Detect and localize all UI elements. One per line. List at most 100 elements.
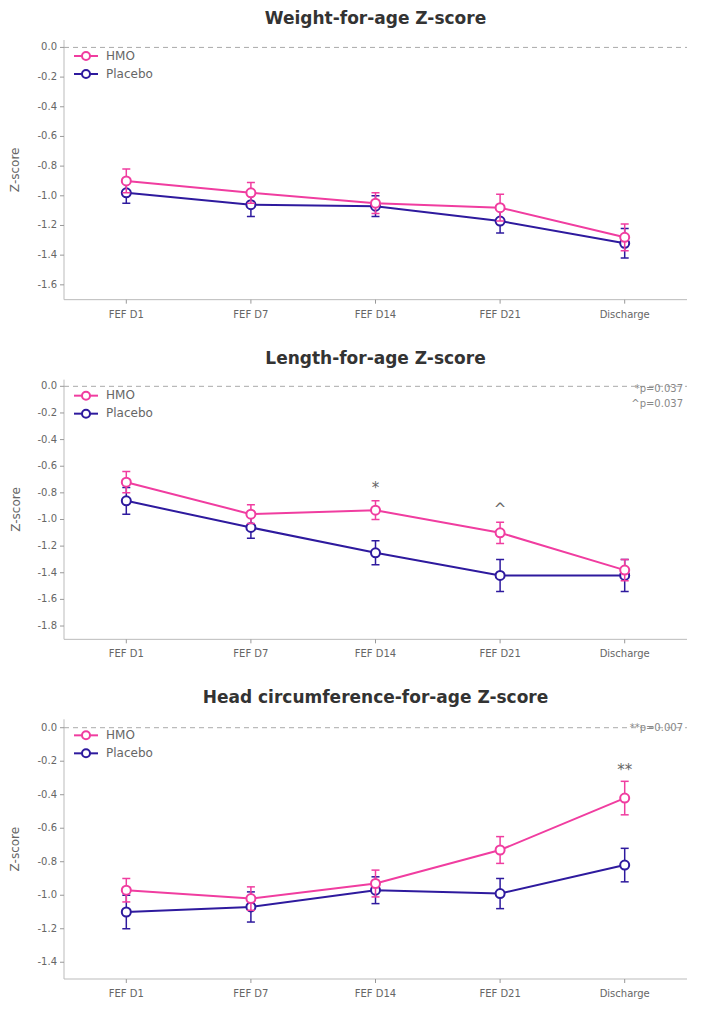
point [496,571,505,580]
y-tick-label: -0.4 [37,789,57,800]
error-bar-cap [621,223,629,225]
error-bar-cap [247,523,255,525]
point [620,861,629,870]
x-tick [375,979,376,983]
error-bar [247,887,255,910]
y-tick-label: -0.8 [37,160,57,171]
error-bar-cap [621,881,629,883]
reference-line [64,47,687,48]
x-tick-label: FEF D14 [355,988,396,999]
error-bar-cap [247,886,255,888]
error-bar [122,472,130,493]
error-bar-cap [496,863,504,865]
x-tick-label: FEF D21 [479,988,520,999]
point [371,506,380,515]
error-bar-cap [496,908,504,910]
y-tick-label: -1.8 [37,620,57,631]
legend: HMOPlacebo [74,728,153,760]
error-bar-cap [621,814,629,816]
x-tick-label: Discharge [600,309,650,320]
point [496,889,505,898]
series-line [126,193,624,243]
error-bar-cap [372,213,380,215]
y-tick [60,439,64,440]
y-tick-label: -0.6 [37,460,57,471]
x-tick [500,300,501,304]
y-axis-label: Z-score [9,827,23,872]
error-bar-cap [621,250,629,252]
x-tick [375,300,376,304]
error-bar-cap [496,591,504,593]
error-bar-cap [372,216,380,218]
error-bar [372,193,380,214]
error-bar [372,541,380,565]
error-bar [496,194,504,221]
error-bar [621,559,629,580]
y-tick [60,962,64,963]
x-tick-label: FEF D14 [355,309,396,320]
y-axis-line [64,40,65,300]
error-bar-cap [496,220,504,222]
legend: HMO Placebo [74,388,153,420]
point [496,846,505,855]
y-tick [60,794,64,795]
series [122,848,629,928]
legend-label: Placebo [106,67,153,81]
error-bar-cap [496,194,504,196]
error-bar-cap [621,559,629,561]
x-tick [126,979,127,983]
title: Head circumference-for-age Z-score [203,687,549,707]
y-tick-label: -0.8 [37,856,57,867]
y-tick-label: -1.6 [37,593,57,604]
point [122,176,131,185]
y-tick-label: -1.0 [37,513,57,524]
error-bar-cap [496,521,504,523]
point [620,233,629,242]
error-bar [621,781,629,815]
error-bar [496,837,504,864]
error-bar-cap [496,559,504,561]
x-tick-label: FEF D1 [109,988,144,999]
legend-label: Placebo [106,746,153,760]
error-bar-cap [247,537,255,539]
error-bar-cap [621,559,629,561]
y-tick-label: -1.2 [37,219,57,230]
legend-marker [82,392,90,400]
figure: Weight-for-age Z-scoreZ-score0.0-0.2-0.4… [0,0,701,1019]
series-line [126,501,624,576]
y-tick-label: -1.4 [37,567,57,578]
error-bar [621,559,629,591]
error-bar-cap [247,504,255,506]
x-tick [126,639,127,643]
x-tick-label: FEF D14 [355,648,396,659]
x-tick [375,639,376,643]
point [246,188,255,197]
legend-marker [82,52,90,60]
error-bar-cap [496,543,504,545]
error-bar [372,196,380,217]
error-bar-cap [122,492,130,494]
y-tick [60,761,64,762]
error-bar-cap [122,878,130,880]
y-tick [60,626,64,627]
y-tick-label: 0.0 [41,722,57,733]
legend-label: HMO [106,388,135,402]
x-tick-label: FEF D7 [233,648,268,659]
panel: Head circumference-for-age Z-score Z-scor… [9,687,688,999]
x-tick-label: Discharge [600,648,650,659]
y-tick [60,225,64,226]
y-tick-label: -0.2 [37,755,57,766]
point [122,886,131,895]
error-bar-cap [122,928,130,930]
y-axis-line [64,719,65,979]
point [496,203,505,212]
error-bar-cap [621,591,629,593]
plot-area [64,386,687,591]
legend-label: Placebo [106,406,153,420]
x-tick-label: FEF D1 [109,648,144,659]
y-axis-label: Z-score [9,148,23,193]
x-tick-label: FEF D7 [233,988,268,999]
error-bar-cap [372,903,380,905]
plot-area [64,47,687,258]
error-bar-cap [122,513,130,515]
